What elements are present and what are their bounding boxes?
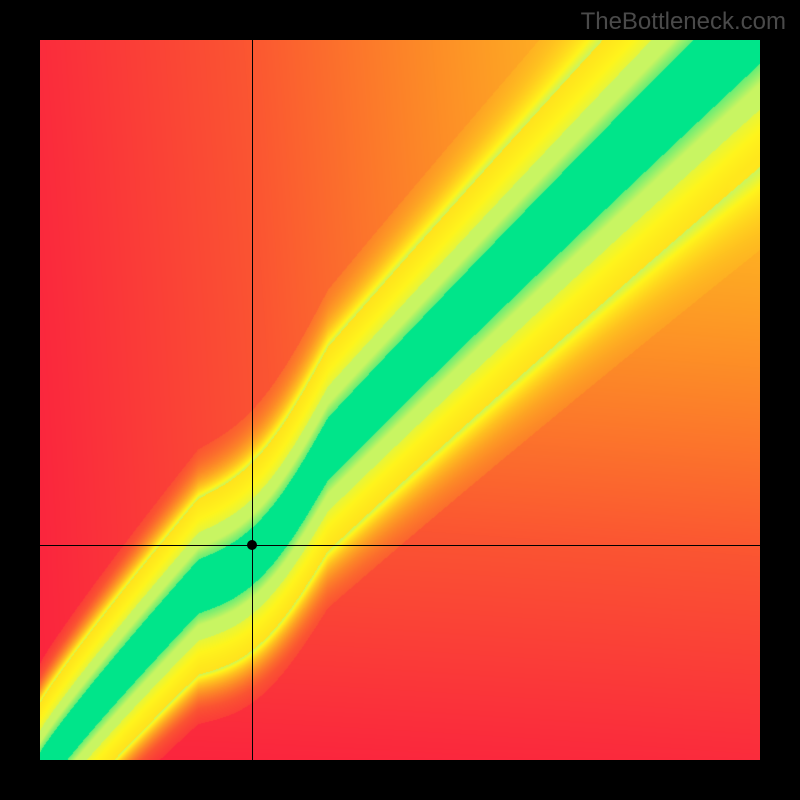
crosshair-horizontal (40, 545, 760, 546)
crosshair-vertical (252, 40, 253, 760)
data-point-marker (247, 540, 257, 550)
watermark-text: TheBottleneck.com (581, 8, 786, 36)
heatmap-canvas (40, 40, 760, 760)
bottleneck-heatmap (40, 40, 760, 760)
